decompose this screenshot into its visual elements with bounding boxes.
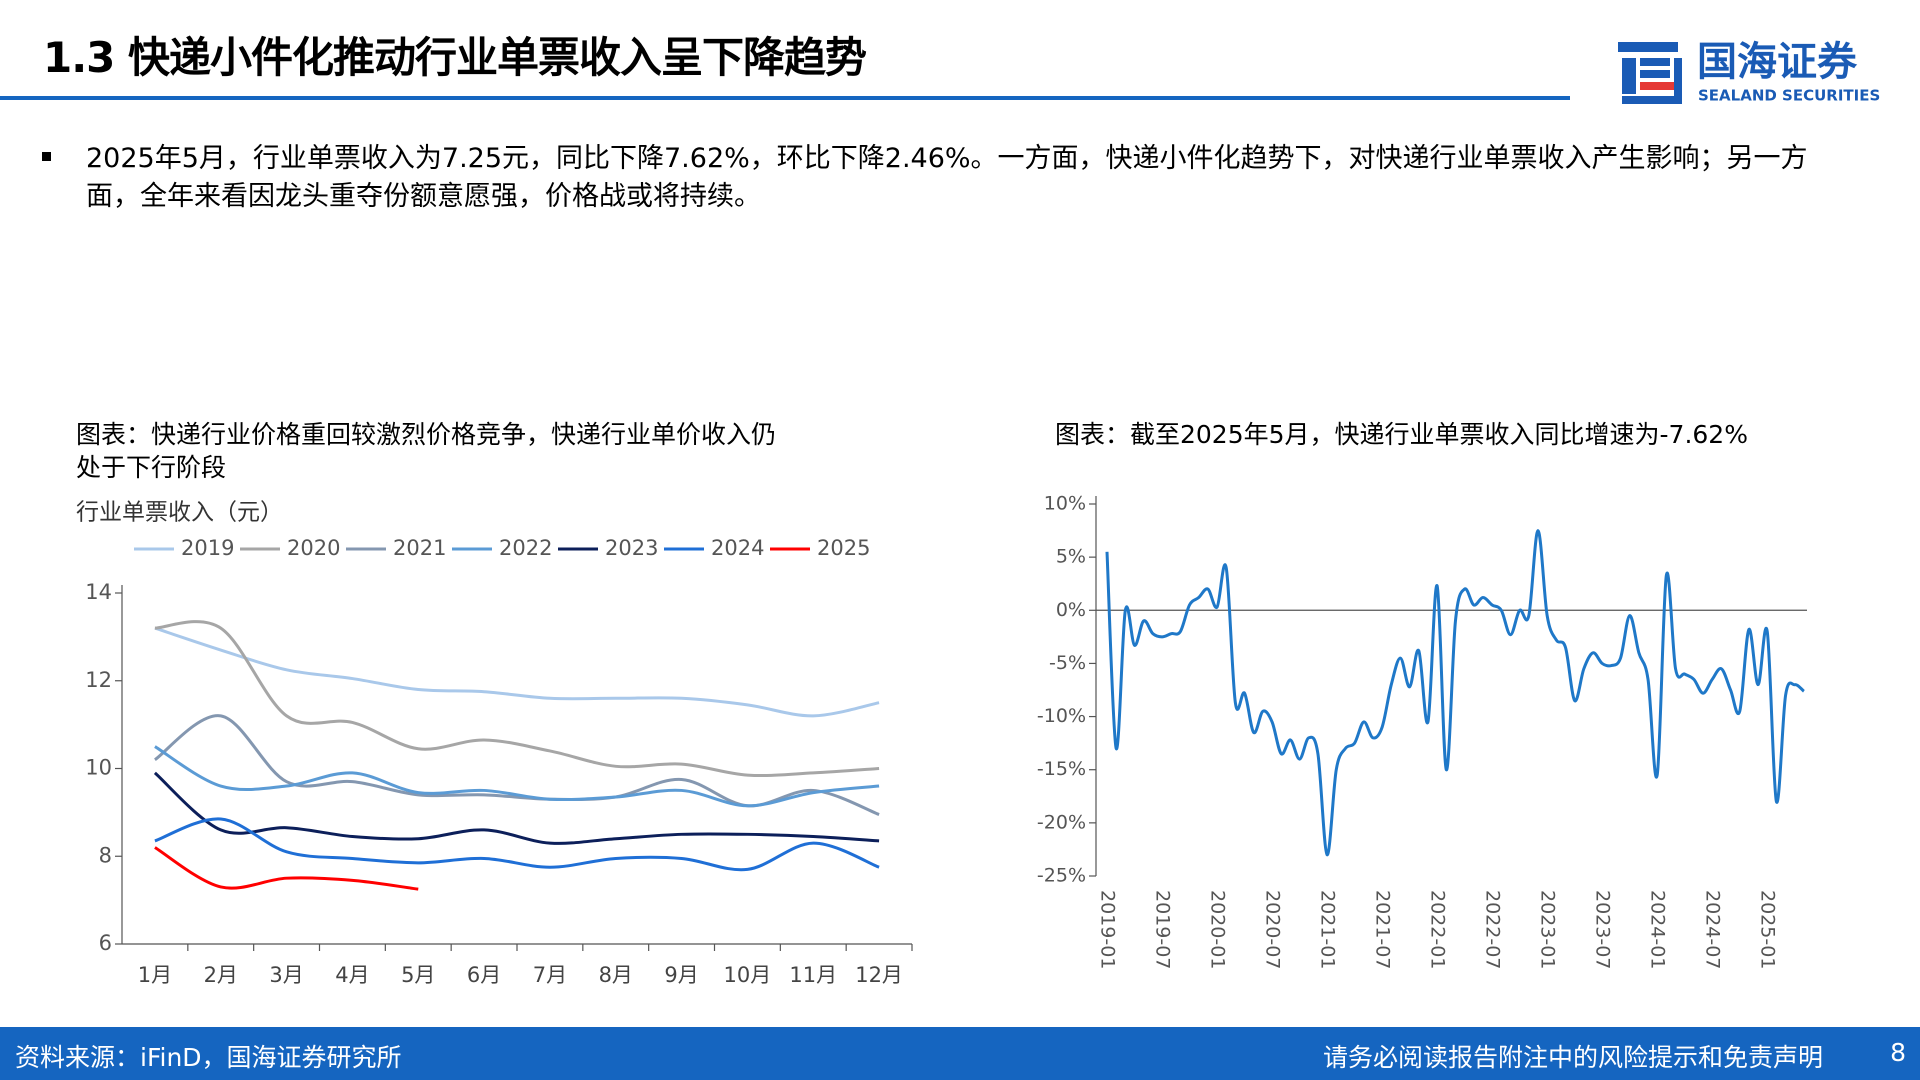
series-line [154,846,419,891]
x-tick-label: 2024-07 [1702,890,1724,969]
x-tick-label: 12月 [855,963,903,987]
x-tick-label: 10月 [724,963,772,987]
x-tick-label: 6月 [467,963,501,987]
chart-title: 图表：截至2025年5月，快递行业单票收入同比增速为-7.62% [1055,420,1748,449]
series-line [1105,529,1805,857]
bullet-marker [42,152,51,161]
page-number: 8 [1890,1038,1906,1067]
y-tick-label: 0% [1056,599,1086,621]
x-tick-label: 4月 [335,963,369,987]
x-tick-label: 2019-01 [1097,890,1119,969]
x-tick-label: 11月 [789,963,837,987]
y-tick-label: -10% [1037,705,1086,727]
x-tick-label: 2月 [204,963,238,987]
x-tick-label: 2021-07 [1372,890,1394,969]
x-tick-label: 8月 [599,963,633,987]
x-tick-label: 2019-07 [1152,890,1174,969]
logo-icon [1618,42,1682,104]
chart-title: 图表：快递行业价格重回较激烈价格竞争，快递行业单价收入仍处于下行阶段 [76,420,777,482]
logo-name: 国海证券 [1697,39,1858,85]
x-tick-label: 3月 [269,963,303,987]
x-tick-label: 2022-01 [1427,890,1449,969]
x-tick-label: 2024-01 [1647,890,1669,969]
series-line [153,771,880,845]
x-tick-label: 2025-01 [1757,890,1779,969]
x-tick-label: 2022-07 [1482,890,1504,969]
legend-label: 2022 [499,536,552,560]
title-rule [0,96,1570,100]
x-tick-label: 9月 [664,963,698,987]
x-tick-label: 5月 [401,963,435,987]
y-tick-label: 5% [1056,546,1086,568]
legend-label: 2021 [393,536,446,560]
y-tick-label: -15% [1037,758,1086,780]
series-line [154,714,880,816]
y-tick-label: 10 [85,756,112,780]
slide-title: 1.3 快递小件化推动行业单票收入呈下降趋势 [43,33,867,82]
x-tick-label: 1月 [138,963,172,987]
x-tick-label: 2020-07 [1262,890,1284,969]
x-tick-label: 2023-07 [1592,890,1614,969]
series-line [154,745,880,808]
legend-label: 2024 [711,536,764,560]
source: 资料来源：iFinD，国海证券研究所 [15,1043,402,1072]
charts: 国海证券 SEALAND SECURITIES 6 8 10 12 14 1月 2月 3月 4月… [0,39,1880,987]
y-tick-label: 10% [1044,493,1086,515]
disclaimer: 请务必阅读报告附注中的风险提示和免责声明 [1322,1043,1823,1072]
x-tick-label: 2023-01 [1537,890,1559,969]
x-tick-label: 7月 [533,963,567,987]
y-tick-label: 6 [99,931,112,955]
series-line [154,620,880,778]
y-tick-label: 12 [85,668,112,692]
legend-label: 2020 [287,536,340,560]
y-tick-label: -5% [1049,652,1086,674]
y-tick-label: -25% [1037,865,1086,887]
y-tick-label: 14 [85,580,112,604]
logo-english: SEALAND SECURITIES [1698,87,1880,105]
y-axis-title: 行业单票收入（元） [76,500,283,526]
series-line [154,626,880,718]
legend-label: 2023 [605,536,658,560]
bullet-text: 2025年5月，行业单票收入为7.25元，同比下降7.62%，环比下降2.46%… [86,143,1808,212]
x-tick-label: 2021-01 [1317,890,1339,969]
footer-bar [0,1027,1920,1080]
y-tick-label: 8 [99,843,112,867]
y-tick-label: -20% [1037,811,1086,833]
x-tick-label: 2020-01 [1207,890,1229,969]
legend-label: 2019 [181,536,234,560]
series-line [154,817,880,872]
legend-label: 2025 [817,536,870,560]
